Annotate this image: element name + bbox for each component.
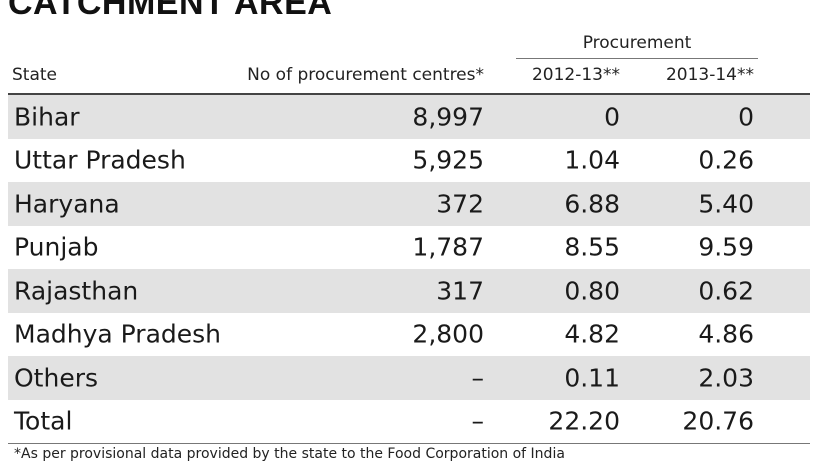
table-row: Others – 0.11 2.03 — [8, 356, 810, 400]
cell-2013-14: 0 — [738, 102, 754, 131]
cell-2013-14: 20.76 — [682, 407, 754, 436]
cell-2012-13: 4.82 — [564, 320, 620, 349]
column-header-centres: No of procurement centres* — [247, 65, 484, 85]
cell-2012-13: 22.20 — [548, 407, 620, 436]
cell-centres: 1,787 — [412, 233, 484, 262]
cell-centres: 372 — [436, 189, 484, 218]
cell-centres: – — [472, 407, 485, 436]
cell-state: Madhya Pradesh — [14, 320, 221, 349]
cell-2012-13: 0.11 — [564, 363, 620, 392]
column-header-state: State — [12, 65, 57, 85]
table-row: Rajasthan 317 0.80 0.62 — [8, 269, 810, 313]
cell-2013-14: 2.03 — [698, 363, 754, 392]
cell-2012-13: 1.04 — [564, 146, 620, 175]
cell-2013-14: 0.62 — [698, 276, 754, 305]
cell-2012-13: 0.80 — [564, 276, 620, 305]
table-body: Bihar 8,997 0 0 Uttar Pradesh 5,925 1.04… — [8, 95, 810, 443]
table-row: Bihar 8,997 0 0 — [8, 95, 810, 139]
table-row: Punjab 1,787 8.55 9.59 — [8, 226, 810, 270]
cell-state: Others — [14, 363, 98, 392]
procurement-group-header: Procurement — [516, 33, 758, 53]
table-row: Uttar Pradesh 5,925 1.04 0.26 — [8, 139, 810, 183]
cell-2012-13: 0 — [604, 102, 620, 131]
cell-2012-13: 8.55 — [564, 233, 620, 262]
column-header-2012-13: 2012-13** — [532, 65, 620, 85]
table-row-total: Total – 22.20 20.76 — [8, 400, 810, 444]
table-row: Haryana 372 6.88 5.40 — [8, 182, 810, 226]
cell-centres: – — [472, 363, 485, 392]
table-row: Madhya Pradesh 2,800 4.82 4.86 — [8, 313, 810, 357]
cell-state: Total — [14, 407, 72, 436]
cell-2013-14: 0.26 — [698, 146, 754, 175]
cell-centres: 317 — [436, 276, 484, 305]
cell-state: Haryana — [14, 189, 120, 218]
cell-state: Uttar Pradesh — [14, 146, 186, 175]
cell-2013-14: 4.86 — [698, 320, 754, 349]
column-header-2013-14: 2013-14** — [666, 65, 754, 85]
cell-centres: 5,925 — [412, 146, 484, 175]
group-header-rule — [516, 58, 758, 59]
cell-state: Rajasthan — [14, 276, 138, 305]
cell-state: Bihar — [14, 102, 80, 131]
cell-2013-14: 9.59 — [698, 233, 754, 262]
footnote: *As per provisional data provided by the… — [14, 446, 565, 462]
cell-centres: 2,800 — [412, 320, 484, 349]
footer-rule — [8, 443, 810, 444]
cell-2013-14: 5.40 — [698, 189, 754, 218]
cell-2012-13: 6.88 — [564, 189, 620, 218]
cell-state: Punjab — [14, 233, 98, 262]
cell-centres: 8,997 — [412, 102, 484, 131]
table-title: CATCHMENT AREA — [8, 0, 332, 23]
